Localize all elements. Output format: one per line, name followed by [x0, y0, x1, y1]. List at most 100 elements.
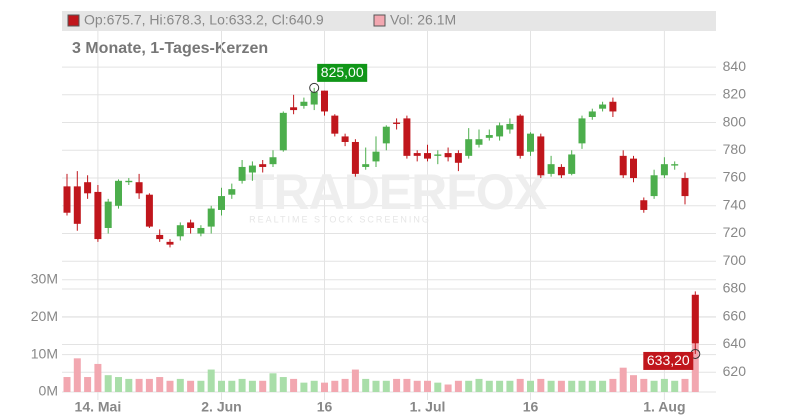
candle-body — [156, 234, 164, 240]
volume-bar — [290, 378, 298, 392]
candle-body — [248, 165, 256, 173]
candle-body — [218, 196, 225, 210]
volume-bar — [372, 380, 380, 392]
candle-body — [568, 154, 576, 174]
candle-body — [372, 151, 380, 162]
volume-bar — [444, 384, 452, 392]
candle-body — [691, 294, 699, 344]
volume-bar — [485, 380, 493, 392]
candle-body — [671, 164, 679, 166]
volume-bar — [176, 378, 184, 392]
candle-body — [300, 101, 308, 106]
volume-bar — [238, 378, 246, 392]
volume-bar — [557, 380, 565, 392]
candle-body — [588, 111, 596, 118]
candle-body — [166, 241, 174, 245]
volume-bar — [269, 373, 277, 392]
candle-body — [496, 125, 504, 137]
volume-bar — [207, 369, 215, 392]
volume-bar — [403, 378, 411, 392]
volume-bar — [84, 377, 92, 392]
chart-title: 3 Monate, 1-Tages-Kerzen — [72, 40, 268, 57]
candle-body — [403, 118, 411, 156]
watermark-tagline: REALTIME STOCK SCREENING — [249, 214, 431, 224]
candle-body — [135, 182, 143, 194]
y-tick-label: 660 — [723, 307, 747, 323]
candle-body — [279, 112, 287, 151]
volume-bar — [537, 378, 545, 392]
candle-body — [63, 186, 71, 213]
candle-body — [454, 153, 462, 163]
candle-body — [578, 118, 586, 144]
candle-body — [434, 154, 442, 156]
candle-body — [444, 153, 452, 158]
volume-bar — [331, 380, 339, 392]
volume-bar — [393, 378, 401, 392]
header-bar — [62, 11, 716, 31]
volume-bar — [156, 377, 164, 392]
candle-body — [640, 200, 648, 210]
volume-bar — [588, 380, 596, 392]
volume-bar — [166, 380, 174, 392]
candle-body — [609, 101, 617, 112]
volume-bar — [248, 380, 256, 392]
volume-bar — [341, 378, 349, 392]
y-tick-label: 640 — [723, 335, 747, 351]
y-tick-label: 760 — [723, 169, 747, 185]
candle-body — [104, 201, 112, 228]
x-tick-label: 1. Aug — [643, 399, 685, 415]
annotation-label: 633,20 — [647, 352, 690, 368]
candle-body — [599, 104, 607, 109]
candle-body — [485, 135, 493, 138]
annotation-box — [317, 63, 368, 82]
volume-bar — [218, 380, 225, 392]
legend-label: Op:675.7, Hi:678.3, Lo:633.2, Cl:640.9 — [84, 12, 324, 28]
annotation-box — [643, 351, 694, 370]
candle-body — [660, 164, 668, 176]
candle-body — [351, 141, 359, 174]
volume-bar — [351, 369, 359, 392]
candle-body — [619, 155, 627, 176]
candle-body — [362, 164, 370, 167]
volume-bar — [362, 378, 370, 392]
watermark-brand: TRADERFOX — [244, 164, 547, 220]
candle-body — [537, 136, 545, 176]
candle-body — [424, 153, 431, 159]
candle-body — [527, 133, 534, 152]
y-tick-label: 700 — [723, 252, 747, 268]
volume-bar — [413, 380, 421, 392]
y-tick-label: 620 — [723, 363, 747, 379]
volume-bar — [310, 380, 318, 392]
y2-tick-label: 0M — [39, 383, 58, 399]
annotation-marker — [309, 82, 320, 93]
candle-body — [269, 157, 277, 165]
candle-body — [84, 182, 92, 194]
volume-bar — [650, 380, 658, 392]
volume-bar — [94, 363, 102, 392]
x-tick-label: 2. Jun — [201, 399, 241, 415]
candle-body — [557, 166, 565, 176]
volume-bar — [506, 380, 514, 392]
candle-body — [650, 175, 658, 197]
volume-bar — [228, 380, 236, 392]
volume-bar — [259, 380, 267, 392]
volume-bar — [578, 380, 586, 392]
volume-bar — [527, 380, 534, 392]
candle-body — [630, 158, 637, 179]
volume-bar — [104, 375, 112, 392]
volume-bar — [321, 382, 328, 392]
candle-body — [228, 189, 236, 195]
volume-bar — [547, 380, 555, 392]
volume-bar — [640, 378, 648, 392]
candle-body — [413, 153, 421, 156]
candle-body — [310, 92, 318, 105]
candle-body — [197, 227, 205, 234]
volume-bar — [609, 378, 617, 392]
candle-body — [465, 139, 473, 156]
candle-body — [125, 180, 133, 183]
volume-bar — [434, 382, 442, 392]
x-tick-label: 16 — [523, 399, 539, 415]
volume-bar — [115, 377, 122, 392]
volume-bar — [671, 380, 679, 392]
